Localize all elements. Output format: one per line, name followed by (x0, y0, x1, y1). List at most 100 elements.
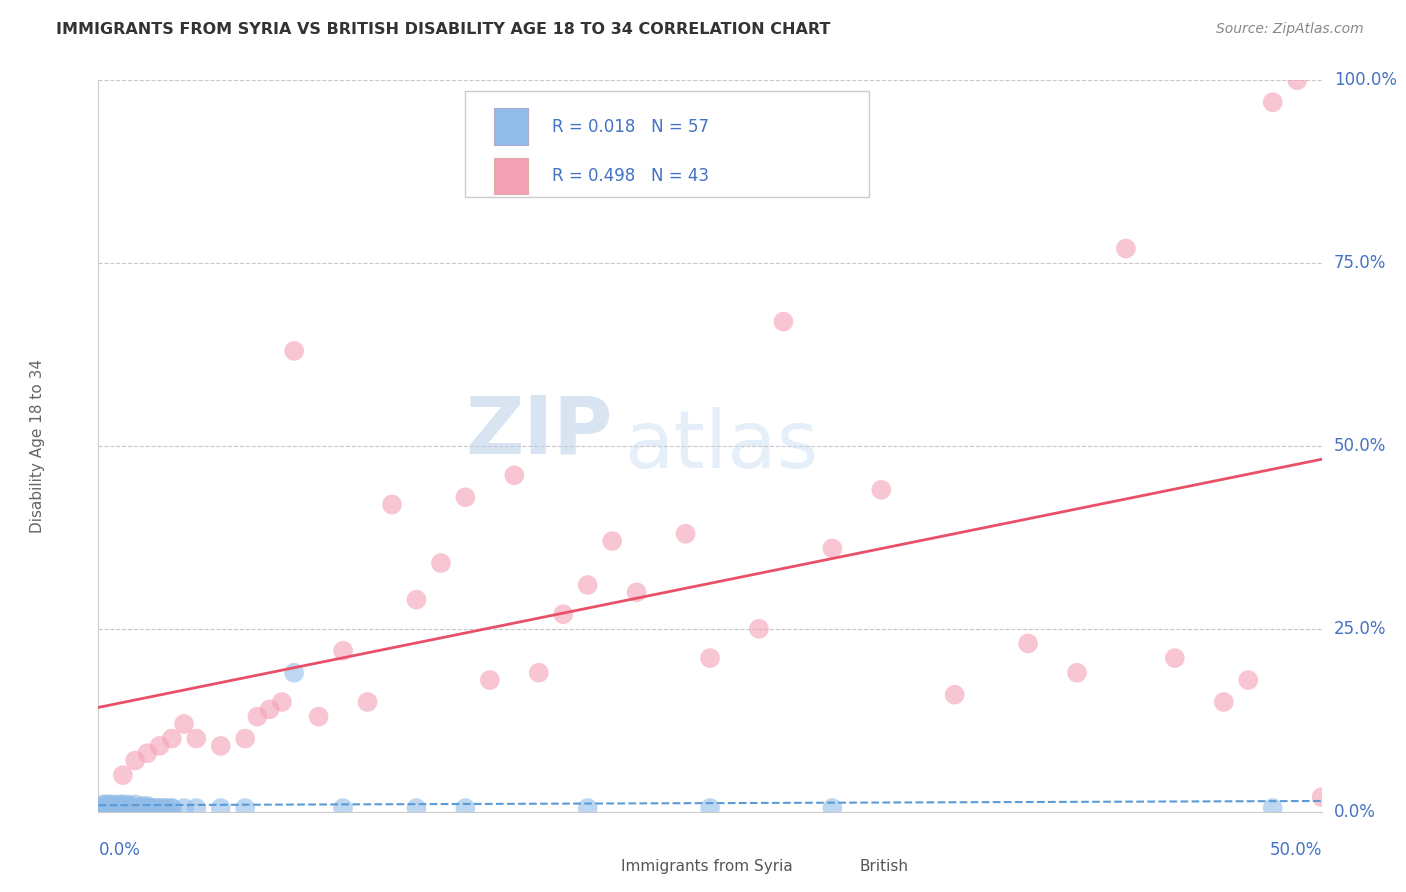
Point (772, 315, 794, 329)
Point (870, 483, 893, 497)
Point (259, 702, 281, 716)
FancyBboxPatch shape (820, 854, 846, 880)
Point (1212, 695, 1234, 709)
Point (124, 797, 146, 812)
FancyBboxPatch shape (465, 91, 869, 197)
Point (1017, 636, 1039, 650)
Point (143, 801, 166, 815)
Point (1310, 790, 1333, 805)
Point (131, 798, 153, 813)
Point (114, 801, 136, 815)
Text: Disability Age 18 to 34: Disability Age 18 to 34 (30, 359, 45, 533)
FancyBboxPatch shape (494, 108, 527, 145)
Point (308, 709, 330, 723)
Point (150, 801, 173, 815)
Point (943, 688, 966, 702)
Point (146, 801, 169, 815)
Point (821, 801, 844, 815)
Text: Immigrants from Syria: Immigrants from Syria (620, 859, 793, 874)
Point (246, 709, 269, 723)
Point (117, 801, 139, 815)
FancyBboxPatch shape (582, 854, 609, 880)
Point (1115, 242, 1137, 256)
Point (454, 801, 477, 815)
Point (186, 731, 208, 746)
Point (94, 797, 117, 812)
Point (107, 801, 129, 815)
Point (97, 797, 120, 812)
Point (270, 695, 294, 709)
Point (136, 801, 159, 815)
Point (1261, 95, 1284, 110)
Point (233, 801, 256, 815)
Point (100, 797, 122, 812)
Point (110, 801, 132, 815)
Point (1261, 801, 1284, 815)
Point (111, 768, 134, 782)
Point (186, 801, 208, 815)
Point (1286, 73, 1309, 87)
Point (1237, 673, 1260, 687)
Point (91, 801, 114, 815)
Point (699, 801, 721, 815)
Text: 75.0%: 75.0% (1334, 254, 1386, 272)
Point (209, 801, 232, 815)
Text: R = 0.018   N = 57: R = 0.018 N = 57 (553, 118, 709, 136)
Point (160, 801, 183, 815)
Point (127, 801, 149, 815)
Point (173, 801, 195, 815)
Point (129, 801, 152, 815)
Point (117, 797, 139, 812)
Point (699, 651, 721, 665)
Point (90, 801, 112, 815)
Point (131, 801, 153, 815)
Point (405, 801, 427, 815)
Point (114, 798, 136, 813)
Point (356, 695, 378, 709)
Point (100, 801, 122, 815)
Point (104, 801, 127, 815)
Point (141, 801, 163, 815)
Point (821, 541, 844, 556)
Point (527, 665, 550, 680)
Point (124, 754, 146, 768)
Text: 25.0%: 25.0% (1334, 620, 1386, 638)
Point (478, 673, 501, 687)
Point (134, 801, 156, 815)
Point (156, 801, 179, 815)
Point (381, 498, 404, 512)
Point (332, 644, 354, 658)
Point (600, 534, 623, 549)
Point (209, 739, 232, 753)
Point (120, 801, 142, 815)
Text: IMMIGRANTS FROM SYRIA VS BRITISH DISABILITY AGE 18 TO 34 CORRELATION CHART: IMMIGRANTS FROM SYRIA VS BRITISH DISABIL… (56, 22, 831, 37)
Text: Source: ZipAtlas.com: Source: ZipAtlas.com (1216, 22, 1364, 37)
Point (121, 801, 143, 815)
Point (153, 801, 176, 815)
Point (160, 731, 183, 746)
FancyBboxPatch shape (494, 158, 527, 194)
Point (149, 801, 172, 815)
Point (576, 578, 599, 592)
Point (454, 490, 477, 504)
Point (553, 607, 575, 622)
Point (149, 739, 172, 753)
Point (283, 665, 305, 680)
Point (675, 526, 697, 541)
Point (233, 731, 256, 746)
Text: 100.0%: 100.0% (1334, 71, 1398, 89)
Point (160, 801, 183, 815)
Point (110, 797, 132, 812)
Point (101, 798, 124, 813)
Text: ZIP: ZIP (465, 392, 612, 470)
Point (173, 717, 195, 731)
Point (136, 798, 159, 813)
Point (91, 797, 114, 812)
Point (503, 468, 526, 483)
Point (1164, 651, 1187, 665)
Point (104, 797, 127, 812)
Point (430, 556, 453, 570)
Point (405, 592, 427, 607)
Point (626, 585, 648, 599)
Point (332, 801, 354, 815)
